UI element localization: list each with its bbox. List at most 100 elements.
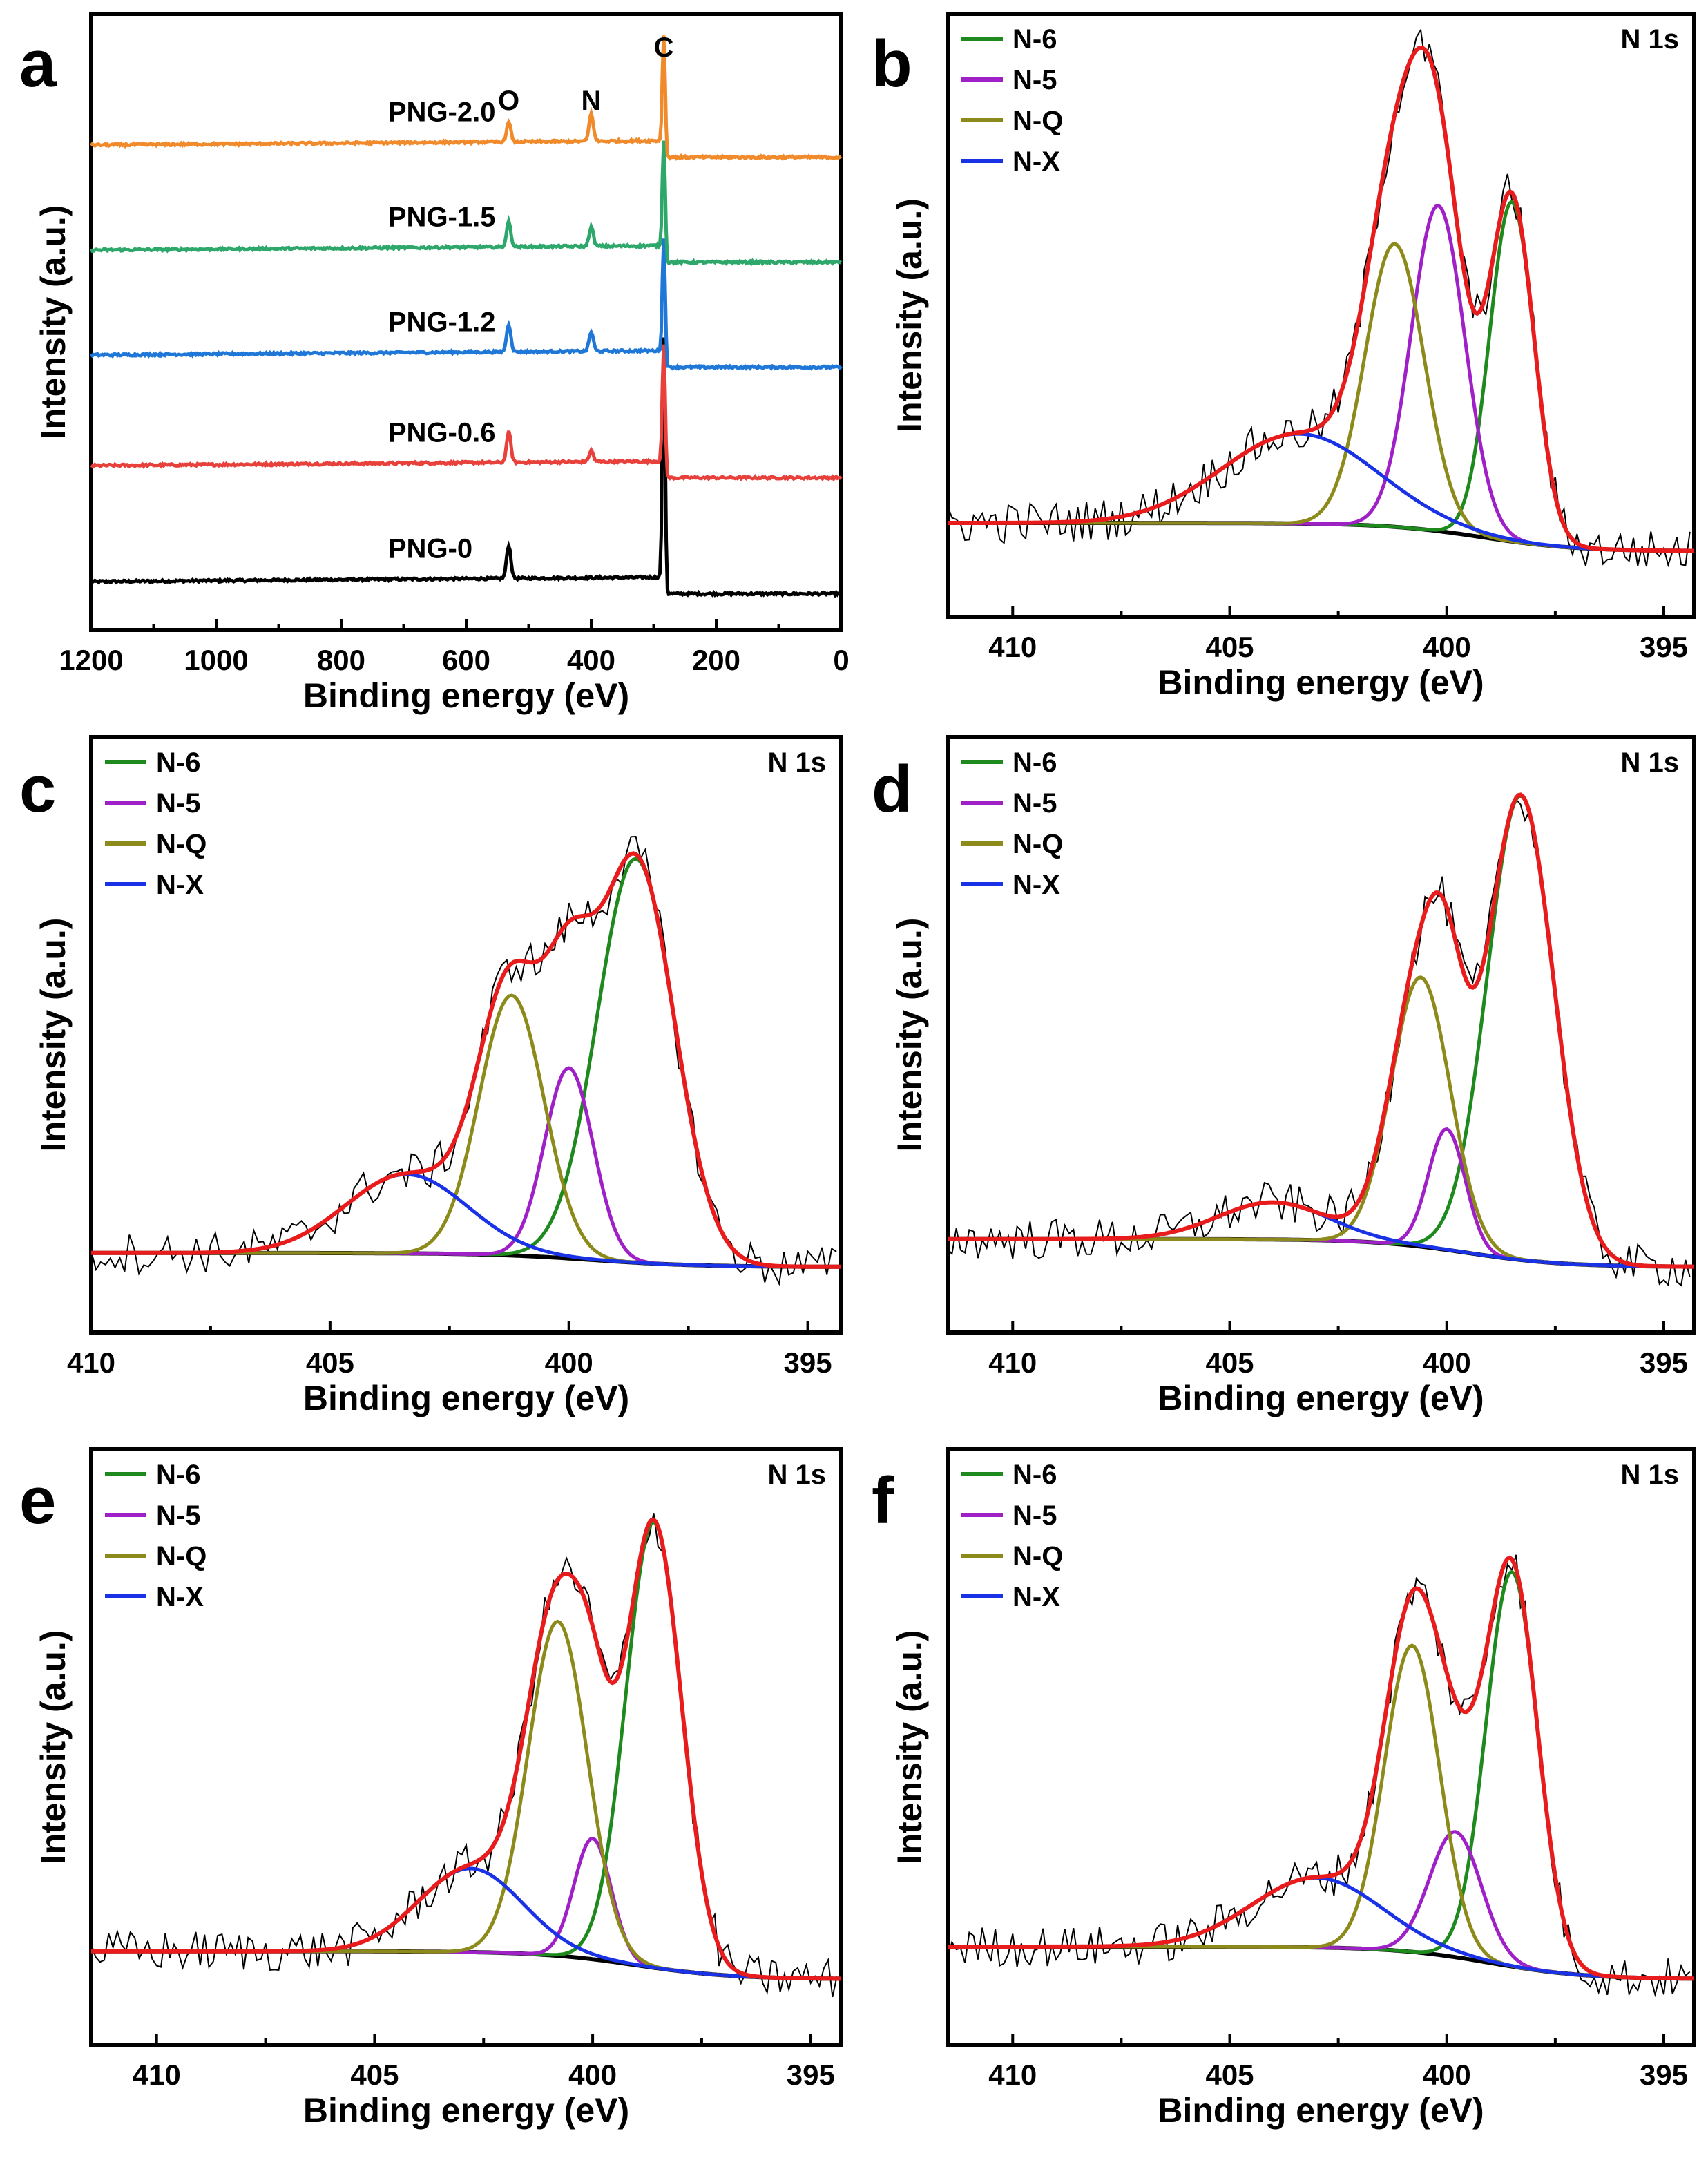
fit-envelope — [948, 45, 1694, 553]
y-axis-label: Intensity (a.u.) — [34, 918, 73, 1152]
panel-letter-a: a — [19, 27, 57, 101]
x-axis-label: Binding energy (eV) — [303, 676, 629, 715]
legend-label-N-6: N-6 — [1013, 24, 1057, 55]
panel-title: N 1s — [768, 747, 827, 778]
series-line-PNG-2.0 — [90, 35, 843, 162]
panel-letter-e: e — [19, 1464, 56, 1538]
raw-spectrum — [90, 1513, 838, 1998]
series-label: PNG-1.5 — [388, 202, 496, 233]
y-axis-label: Intensity (a.u.) — [890, 918, 929, 1152]
y-axis-label: Intensity (a.u.) — [34, 1630, 73, 1864]
x-axis-label: Binding energy (eV) — [303, 2091, 629, 2130]
legend-label-N-X: N-X — [1013, 146, 1060, 177]
x-tick-label: 410 — [988, 2059, 1037, 2091]
fit-envelope — [948, 1555, 1695, 1981]
x-axis-label: Binding energy (eV) — [1158, 2091, 1484, 2130]
x-tick-label: 405 — [1205, 1346, 1254, 1379]
legend-label-N-5: N-5 — [156, 788, 200, 819]
x-tick-label: 400 — [545, 1346, 593, 1379]
x-tick-label: 405 — [1205, 631, 1254, 663]
panel-title: N 1s — [1621, 24, 1680, 55]
x-tick-label: 405 — [306, 1346, 354, 1379]
x-tick-label: 200 — [692, 644, 740, 676]
plot-frame — [89, 735, 843, 1335]
x-tick-label: 395 — [1640, 2059, 1688, 2091]
panel-b: 410 405 400 395 Binding energy (eV) Intensity… — [872, 12, 1696, 702]
x-tick-label: 400 — [1423, 631, 1471, 663]
plot-frame — [946, 12, 1696, 619]
series-line-PNG-1.2 — [90, 238, 843, 372]
plot-frame — [946, 735, 1696, 1335]
peak-label-O: O — [498, 86, 519, 116]
legend-label-N-5: N-5 — [1013, 65, 1057, 95]
legend-label-N-5: N-5 — [1013, 788, 1057, 819]
panel-letter-d: d — [872, 752, 912, 826]
x-tick-label: 600 — [442, 644, 490, 676]
plot-frame — [946, 1447, 1696, 2047]
x-tick-label: 410 — [67, 1346, 115, 1379]
series-label: PNG-0 — [388, 534, 472, 564]
legend-label-N-6: N-6 — [1013, 1460, 1057, 1490]
x-tick-label: 400 — [1423, 1346, 1471, 1379]
legend-label-N-Q: N-Q — [156, 829, 207, 859]
x-tick-label: 800 — [317, 644, 365, 676]
x-tick-label: 395 — [784, 1346, 832, 1379]
series-label: PNG-2.0 — [388, 97, 496, 128]
panel-a: 1200 1000 800 600 400 200 0 Binding energy (eV)… — [19, 12, 850, 715]
x-tick-label: 400 — [567, 644, 615, 676]
x-tick-label: 410 — [988, 1346, 1037, 1379]
fit-envelope — [91, 851, 841, 1269]
legend-label-N-5: N-5 — [156, 1500, 200, 1531]
y-axis-label: Intensity (a.u.) — [890, 1630, 929, 1864]
legend-label-N-5: N-5 — [1013, 1500, 1057, 1531]
legend-label-N-6: N-6 — [156, 747, 200, 778]
panel-d: 410 405 400 395 Binding energy (eV) Intensity… — [872, 735, 1696, 1417]
legend-label-N-Q: N-Q — [1013, 1541, 1063, 1572]
legend-label-N-X: N-X — [156, 870, 204, 900]
panel-f: 410 405 400 395 Binding energy (eV) Intensity… — [872, 1447, 1696, 2130]
panel-letter-b: b — [872, 27, 912, 101]
y-axis-label: Intensity (a.u.) — [34, 205, 73, 439]
legend-label-N-Q: N-Q — [1013, 829, 1063, 859]
legend-label-N-6: N-6 — [156, 1460, 200, 1490]
x-tick-label: 0 — [833, 644, 849, 676]
panel-c: 410 405 400 395 Binding energy (eV) Intensity… — [19, 735, 843, 1417]
x-tick-label: 405 — [350, 2059, 399, 2091]
x-tick-label: 395 — [1640, 631, 1688, 663]
legend-label-N-Q: N-Q — [1013, 106, 1063, 136]
x-tick-label: 1200 — [59, 644, 123, 676]
panel-e: 410 405 400 395 Binding energy (eV) Intensity… — [19, 1447, 843, 2130]
peak-label-C: C — [654, 32, 674, 63]
x-tick-label: 1000 — [184, 644, 248, 676]
fit-envelope — [91, 1517, 841, 1981]
panel-title: N 1s — [768, 1460, 827, 1490]
x-tick-label: 410 — [988, 631, 1037, 663]
x-axis-label: Binding energy (eV) — [303, 1379, 629, 1417]
legend-label-N-Q: N-Q — [156, 1541, 207, 1572]
x-tick-label: 395 — [787, 2059, 835, 2091]
legend-label-N-6: N-6 — [1013, 747, 1057, 778]
series-label: PNG-0.6 — [388, 418, 496, 448]
x-tick-label: 400 — [1423, 2059, 1471, 2091]
x-tick-label: 395 — [1640, 1346, 1688, 1379]
peak-label-N: N — [582, 86, 602, 116]
x-tick-label: 400 — [568, 2059, 617, 2091]
x-axis-label: Binding energy (eV) — [1158, 663, 1484, 702]
legend-label-N-X: N-X — [1013, 1582, 1060, 1612]
plot-frame — [89, 1447, 843, 2047]
x-tick-label: 410 — [133, 2059, 181, 2091]
x-axis-label: Binding energy (eV) — [1158, 1379, 1484, 1417]
fit-envelope — [948, 792, 1694, 1269]
y-axis-label: Intensity (a.u.) — [890, 198, 929, 432]
series-line-PNG-1.5 — [89, 140, 843, 267]
panel-title: N 1s — [1621, 1460, 1680, 1490]
panel-title: N 1s — [1621, 747, 1680, 778]
panel-letter-c: c — [19, 752, 56, 826]
series-line-PNG-0.6 — [90, 344, 843, 482]
x-tick-label: 405 — [1205, 2059, 1254, 2091]
series-line-PNG-0 — [90, 337, 842, 599]
legend-label-N-X: N-X — [156, 1582, 204, 1612]
legend-label-N-X: N-X — [1013, 870, 1060, 900]
panel-letter-f: f — [872, 1464, 894, 1538]
